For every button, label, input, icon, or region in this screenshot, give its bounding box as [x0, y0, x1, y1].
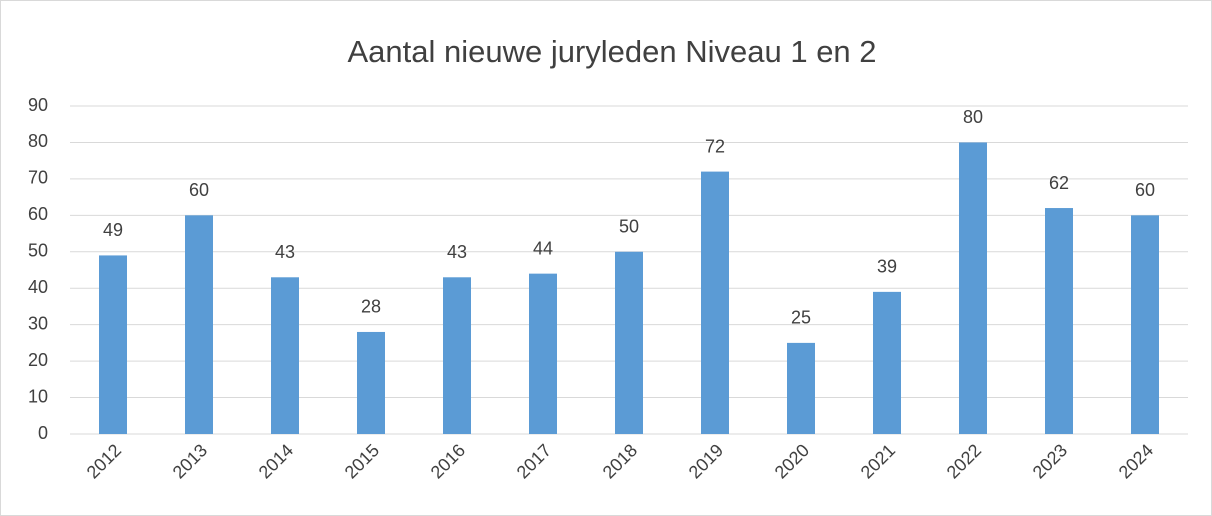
data-label: 80 [963, 107, 983, 127]
y-tick-label: 10 [28, 386, 48, 406]
data-label: 60 [1135, 180, 1155, 200]
data-label: 49 [103, 220, 123, 240]
bar [357, 331, 385, 434]
data-label: 50 [619, 217, 639, 237]
y-tick-label: 50 [28, 241, 48, 261]
y-tick-label: 30 [28, 313, 48, 333]
y-tick-label: 90 [28, 95, 48, 115]
y-tick-label: 0 [38, 423, 48, 443]
bar [99, 255, 127, 434]
data-label: 62 [1049, 173, 1069, 193]
data-label: 43 [275, 242, 295, 262]
bar [443, 277, 471, 434]
bar [529, 273, 557, 434]
bar [1045, 208, 1073, 434]
bar [787, 342, 815, 434]
y-tick-label: 60 [28, 204, 48, 224]
y-tick-label: 40 [28, 277, 48, 297]
y-tick-label: 20 [28, 350, 48, 370]
bar [271, 277, 299, 434]
y-tick-label: 70 [28, 168, 48, 188]
chart-title: Aantal nieuwe juryleden Niveau 1 en 2 [347, 34, 876, 69]
data-label: 28 [361, 297, 381, 317]
data-label: 25 [791, 308, 811, 328]
y-tick-label: 80 [28, 131, 48, 151]
bar [185, 215, 213, 434]
bar [959, 142, 987, 434]
data-label: 72 [705, 136, 725, 156]
data-label: 39 [877, 257, 897, 277]
data-label: 44 [533, 238, 553, 258]
bar [873, 291, 901, 434]
bar [701, 171, 729, 434]
data-label: 43 [447, 242, 467, 262]
bar [615, 251, 643, 434]
data-label: 60 [189, 180, 209, 200]
bar [1131, 215, 1159, 434]
